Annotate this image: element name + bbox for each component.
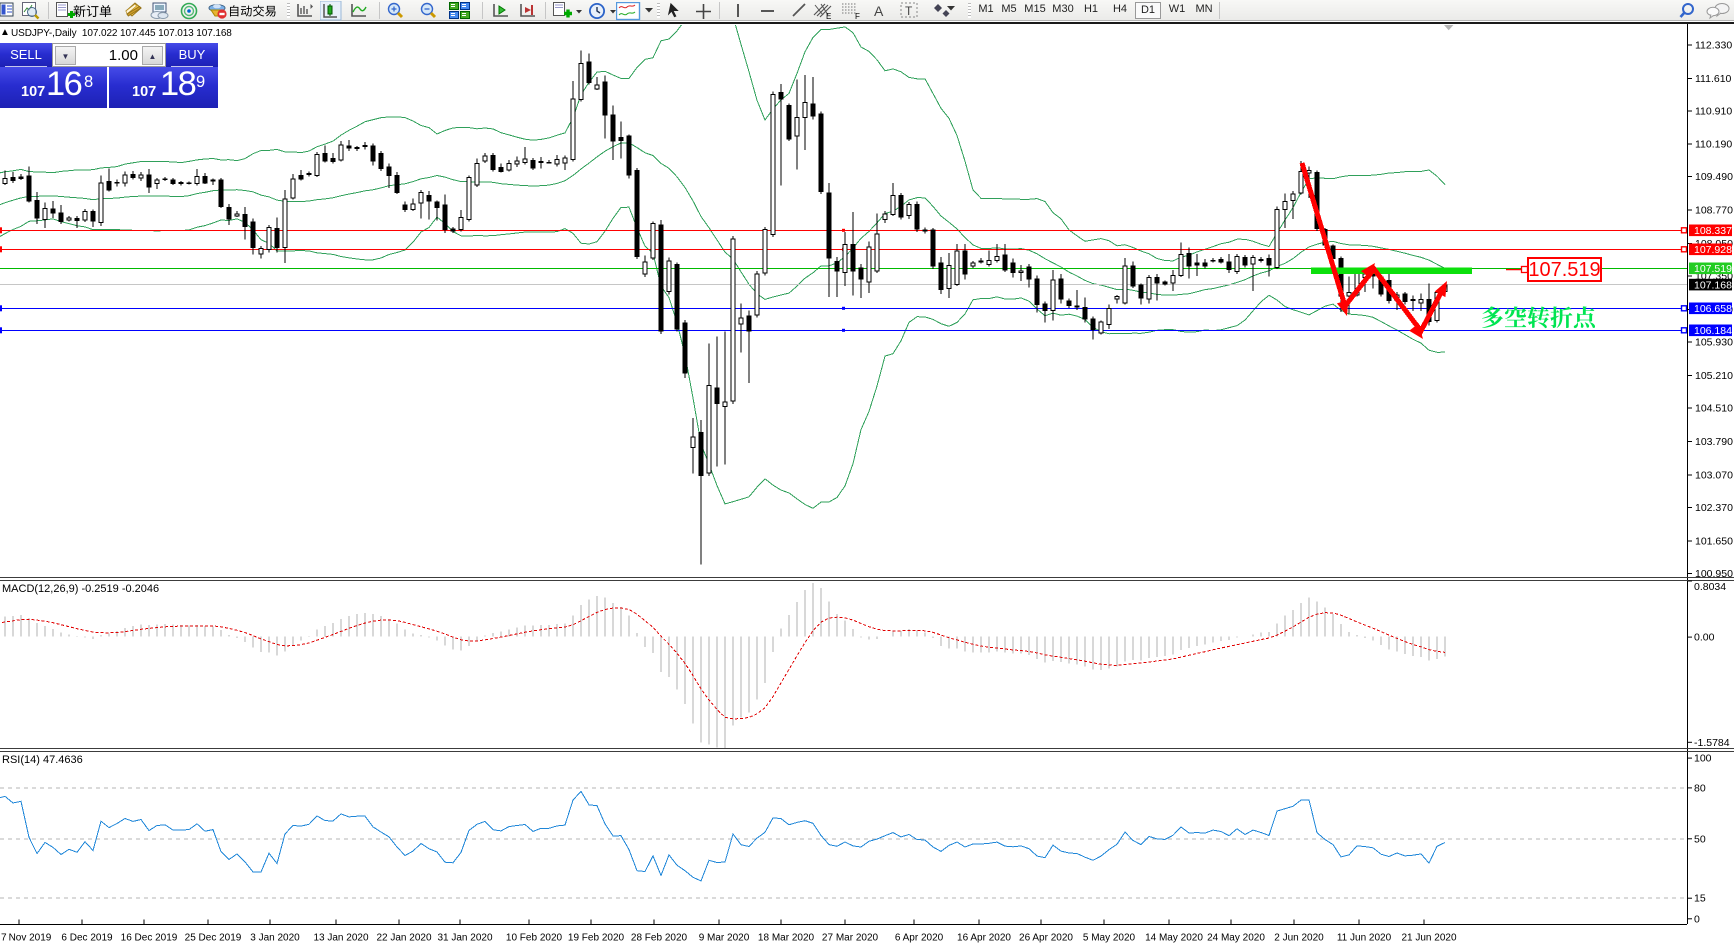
svg-text:13 Jan 2020: 13 Jan 2020 — [313, 933, 368, 944]
svg-text:F: F — [855, 12, 860, 21]
svg-text:14 May 2020: 14 May 2020 — [1145, 933, 1203, 944]
svg-text:107.928: 107.928 — [1694, 244, 1732, 256]
svg-text:7 Nov 2019: 7 Nov 2019 — [1, 933, 52, 944]
svg-text:6 Apr 2020: 6 Apr 2020 — [895, 933, 944, 944]
svg-text:28 Feb 2020: 28 Feb 2020 — [631, 933, 688, 944]
svg-text:3 Jan 2020: 3 Jan 2020 — [250, 933, 300, 944]
svg-text:100.950: 100.950 — [1695, 568, 1733, 580]
svg-text:106.658: 106.658 — [1694, 303, 1732, 315]
svg-text:107.519: 107.519 — [1694, 263, 1732, 275]
svg-text:24 May 2020: 24 May 2020 — [1207, 933, 1265, 944]
svg-text:27 Mar 2020: 27 Mar 2020 — [822, 933, 879, 944]
svg-text:6 Dec 2019: 6 Dec 2019 — [61, 933, 113, 944]
svg-text:31 Jan 2020: 31 Jan 2020 — [437, 933, 492, 944]
svg-text:25 Dec 2019: 25 Dec 2019 — [185, 933, 242, 944]
svg-text:112.330: 112.330 — [1695, 39, 1732, 51]
svg-text:0: 0 — [1694, 913, 1700, 925]
svg-text:5 May 2020: 5 May 2020 — [1083, 933, 1136, 944]
svg-text:80: 80 — [1694, 782, 1706, 794]
svg-text:110.190: 110.190 — [1695, 139, 1732, 151]
svg-text:21 Jun 2020: 21 Jun 2020 — [1401, 933, 1456, 944]
svg-text:109.490: 109.490 — [1695, 171, 1733, 183]
svg-text:108.770: 108.770 — [1695, 205, 1733, 217]
svg-text:2 Jun 2020: 2 Jun 2020 — [1274, 933, 1324, 944]
svg-text:108.337: 108.337 — [1694, 225, 1732, 237]
svg-text:22 Jan 2020: 22 Jan 2020 — [376, 933, 431, 944]
svg-text:E: E — [826, 12, 831, 21]
svg-text:105.210: 105.210 — [1695, 370, 1733, 382]
svg-text:101.650: 101.650 — [1695, 535, 1733, 547]
svg-text:103.790: 103.790 — [1695, 436, 1733, 448]
svg-text:11 Jun 2020: 11 Jun 2020 — [1337, 933, 1392, 944]
svg-text:110.910: 110.910 — [1695, 105, 1732, 117]
svg-text:T: T — [905, 4, 913, 18]
svg-text:9 Mar 2020: 9 Mar 2020 — [699, 933, 750, 944]
svg-text:100: 100 — [1694, 753, 1712, 765]
svg-text:104.510: 104.510 — [1695, 403, 1733, 415]
svg-text:106.184: 106.184 — [1694, 325, 1732, 337]
svg-text:A: A — [874, 3, 884, 19]
svg-text:0.00: 0.00 — [1694, 632, 1715, 644]
svg-text:26 Apr 2020: 26 Apr 2020 — [1019, 933, 1073, 944]
svg-text:16 Dec 2019: 16 Dec 2019 — [121, 933, 178, 944]
svg-text:10 Feb 2020: 10 Feb 2020 — [506, 933, 563, 944]
svg-text:16 Apr 2020: 16 Apr 2020 — [957, 933, 1011, 944]
svg-text:0.8034: 0.8034 — [1694, 581, 1726, 593]
svg-text:111.610: 111.610 — [1695, 73, 1732, 85]
svg-text:15: 15 — [1694, 893, 1706, 905]
svg-text:103.070: 103.070 — [1695, 470, 1733, 482]
svg-text:107.519: 107.519 — [1528, 259, 1600, 281]
svg-text:50: 50 — [1694, 833, 1706, 845]
svg-text:105.930: 105.930 — [1695, 337, 1733, 349]
svg-text:18 Mar 2020: 18 Mar 2020 — [758, 933, 815, 944]
svg-text:-1.5784: -1.5784 — [1694, 737, 1730, 749]
svg-text:107.168: 107.168 — [1694, 279, 1732, 291]
svg-text:102.370: 102.370 — [1695, 502, 1733, 514]
svg-text:19 Feb 2020: 19 Feb 2020 — [568, 933, 625, 944]
